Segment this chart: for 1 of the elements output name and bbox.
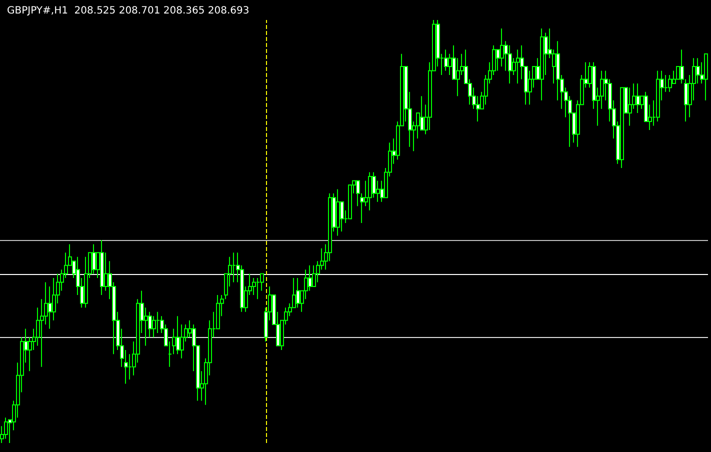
chart-title: GBPJPY#,H1 208.525 208.701 208.365 208.693 — [7, 6, 250, 16]
